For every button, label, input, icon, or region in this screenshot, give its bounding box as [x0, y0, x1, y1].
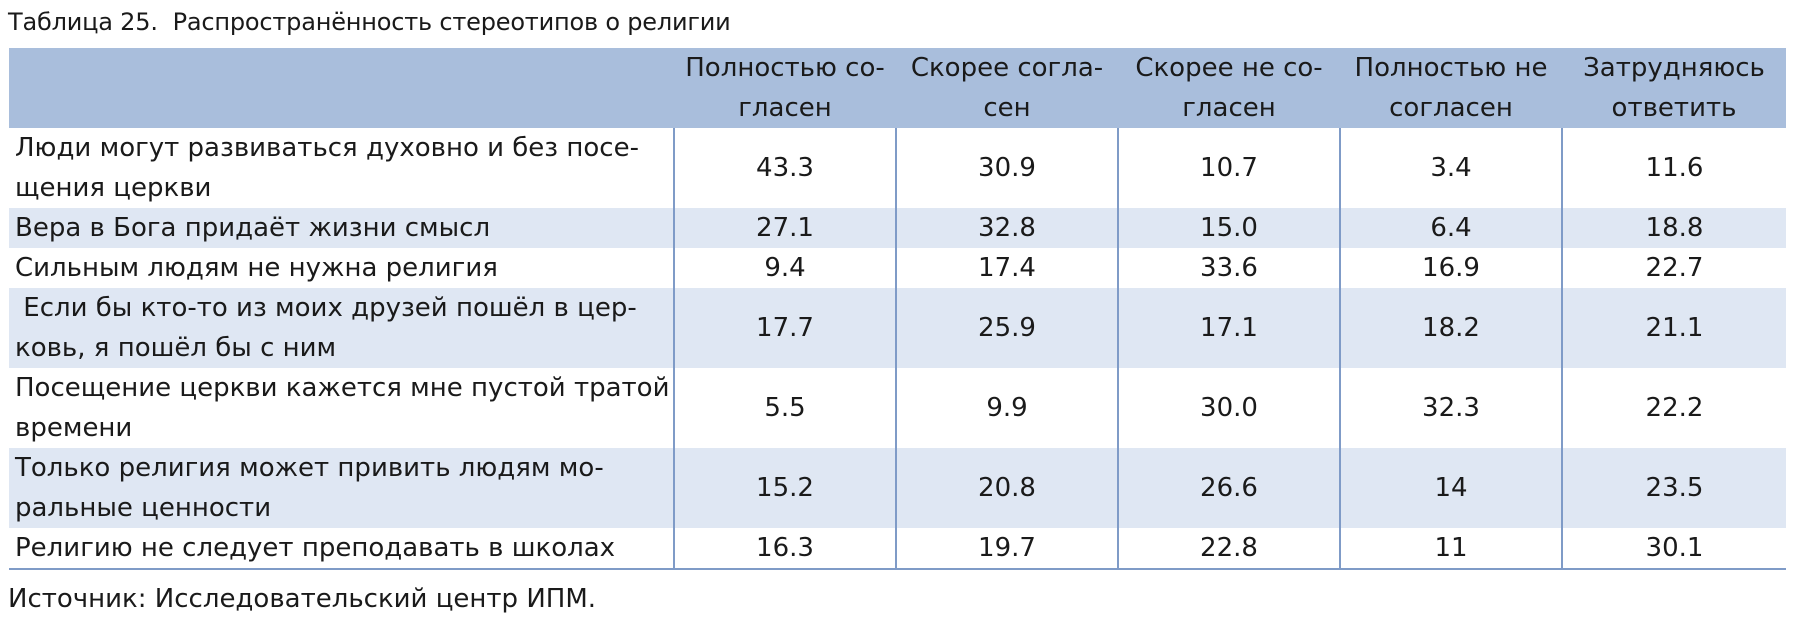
cell-value: 17.4: [895, 248, 1118, 288]
cell-value: 20.8: [895, 448, 1118, 528]
religion-stereotypes-table: Полностью со- гласен Скорее согла- сен С…: [9, 48, 1786, 570]
cell-value: 6.4: [1339, 208, 1562, 248]
cell-value: 22.8: [1117, 528, 1340, 570]
source-note: Источник: Исследовательский центр ИПМ.: [8, 584, 597, 614]
cell-value: 9.4: [673, 248, 896, 288]
cell-value: 32.8: [895, 208, 1118, 248]
cell-value: 10.7: [1117, 128, 1340, 208]
row-label: Сильным людям не нужна религия: [9, 248, 674, 288]
table-header-row: Полностью со- гласен Скорее согла- сен С…: [9, 48, 1786, 128]
cell-value: 22.7: [1561, 248, 1786, 288]
cell-value: 18.2: [1339, 288, 1562, 368]
cell-value: 30.9: [895, 128, 1118, 208]
row-label: Только религия может привить людям мо- р…: [9, 448, 674, 528]
header-cell-rather-disagree: Скорее не со- гласен: [1118, 48, 1340, 128]
cell-value: 18.8: [1561, 208, 1786, 248]
header-cell-hard-to-say: Затрудняюсь ответить: [1562, 48, 1786, 128]
cell-value: 17.1: [1117, 288, 1340, 368]
cell-value: 17.7: [673, 288, 896, 368]
row-label: Если бы кто-то из моих друзей пошёл в це…: [9, 288, 674, 368]
cell-value: 19.7: [895, 528, 1118, 570]
row-label: Религию не следует преподавать в школах: [9, 528, 674, 570]
cell-value: 22.2: [1561, 368, 1786, 448]
cell-value: 27.1: [673, 208, 896, 248]
table-row: Только религия может привить людям мо- р…: [9, 448, 1786, 528]
header-cell-fully-disagree: Полностью не согласен: [1340, 48, 1562, 128]
table-row: Вера в Бога придаёт жизни смысл 27.1 32.…: [9, 208, 1786, 248]
cell-value: 11.6: [1561, 128, 1786, 208]
cell-value: 15.0: [1117, 208, 1340, 248]
cell-value: 26.6: [1117, 448, 1340, 528]
cell-value: 30.1: [1561, 528, 1786, 570]
cell-value: 43.3: [673, 128, 896, 208]
cell-value: 3.4: [1339, 128, 1562, 208]
cell-value: 14: [1339, 448, 1562, 528]
cell-value: 5.5: [673, 368, 896, 448]
row-label: Люди могут развиваться духовно и без пос…: [9, 128, 674, 208]
table-row: Люди могут развиваться духовно и без пос…: [9, 128, 1786, 208]
table-caption: Таблица 25. Распространённость стереотип…: [8, 8, 731, 36]
cell-value: 33.6: [1117, 248, 1340, 288]
table-row: Посещение церкви кажется мне пустой трат…: [9, 368, 1786, 448]
header-cell-fully-agree: Полностью со- гласен: [674, 48, 896, 128]
cell-value: 15.2: [673, 448, 896, 528]
cell-value: 11: [1339, 528, 1562, 570]
cell-value: 21.1: [1561, 288, 1786, 368]
header-cell-empty: [9, 48, 674, 128]
cell-value: 9.9: [895, 368, 1118, 448]
cell-value: 32.3: [1339, 368, 1562, 448]
header-cell-rather-agree: Скорее согла- сен: [896, 48, 1118, 128]
cell-value: 23.5: [1561, 448, 1786, 528]
cell-value: 25.9: [895, 288, 1118, 368]
table-row: Если бы кто-то из моих друзей пошёл в це…: [9, 288, 1786, 368]
cell-value: 16.3: [673, 528, 896, 570]
cell-value: 30.0: [1117, 368, 1340, 448]
table-row: Религию не следует преподавать в школах …: [9, 528, 1786, 570]
cell-value: 16.9: [1339, 248, 1562, 288]
row-label: Посещение церкви кажется мне пустой трат…: [9, 368, 674, 448]
table-row: Сильным людям не нужна религия 9.4 17.4 …: [9, 248, 1786, 288]
row-label: Вера в Бога придаёт жизни смысл: [9, 208, 674, 248]
